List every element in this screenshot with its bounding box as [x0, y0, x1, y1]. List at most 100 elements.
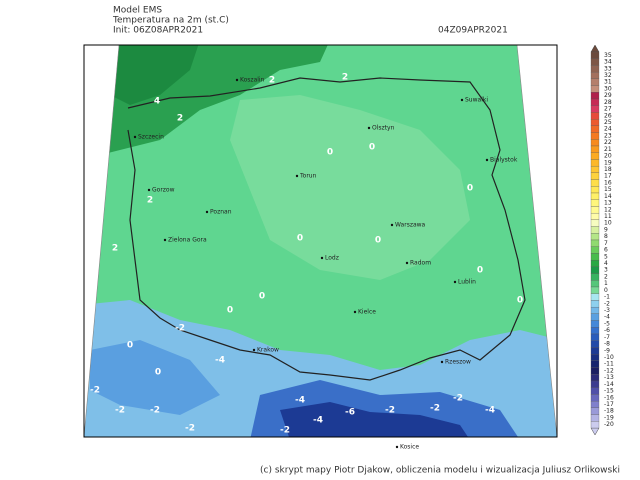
city-dot	[390, 223, 394, 227]
colorbar-box	[590, 300, 600, 308]
colorbar-box	[590, 145, 600, 153]
colorbar-box	[590, 253, 600, 261]
colorbar-box	[590, 380, 600, 388]
colorbar-box	[590, 186, 600, 194]
colorbar-box	[590, 259, 600, 268]
colorbar-box	[590, 367, 600, 375]
colorbar-box	[590, 139, 600, 147]
contour-label: -2	[90, 386, 100, 396]
contour-label: 2	[342, 73, 348, 83]
colorbar-label: -6	[604, 327, 610, 334]
colorbar-box	[590, 340, 600, 348]
city-dot	[252, 348, 256, 352]
colorbar-box	[590, 192, 600, 200]
colorbar-box	[590, 85, 600, 93]
colorbar-label: 12	[604, 206, 612, 213]
city-label: Gorzow	[152, 187, 175, 194]
colorbar-cap-bottom	[590, 427, 600, 436]
colorbar-label: 23	[604, 132, 612, 139]
colorbar-label: 24	[604, 126, 612, 133]
city-dot	[147, 188, 151, 192]
contour-label: 0	[467, 184, 473, 194]
colorbar-box	[590, 400, 600, 409]
contour-label: 0	[327, 148, 333, 158]
colorbar-box	[590, 360, 600, 368]
colorbar-label: -8	[604, 341, 610, 348]
colorbar-label: -19	[604, 414, 614, 421]
contour-label: 0	[155, 368, 161, 378]
colorbar-label: -12	[604, 367, 614, 374]
colorbar-label: 19	[604, 159, 612, 166]
city-dot	[395, 445, 399, 449]
contour-label: 0	[369, 143, 375, 153]
contour-label: 2	[177, 114, 183, 124]
contour-label: -2	[453, 394, 463, 404]
contour-label: -6	[345, 408, 355, 418]
colorbar-label: -1	[604, 294, 610, 301]
city-label: Lodz	[325, 255, 339, 262]
colorbar-label: 10	[604, 220, 612, 227]
city-dot	[485, 158, 489, 162]
colorbar-box	[590, 51, 600, 59]
map	[84, 45, 557, 437]
colorbar-box	[590, 293, 600, 301]
colorbar-label: 32	[604, 72, 612, 79]
colorbar-box	[590, 233, 600, 241]
colorbar-label: -10	[604, 354, 614, 361]
contour-label: 2	[112, 244, 118, 254]
colorbar-label: -20	[604, 421, 614, 428]
contour-label: -2	[175, 324, 185, 334]
colorbar-box	[590, 286, 600, 294]
model-name: Model EMS	[113, 6, 162, 16]
contour-label: 0	[517, 296, 523, 306]
colorbar-cap-top	[590, 44, 600, 53]
colorbar-label: -14	[604, 381, 614, 388]
city-dot	[460, 98, 464, 102]
colorbar-label: 4	[604, 260, 608, 267]
city-label: Torun	[299, 173, 317, 180]
colorbar-box	[590, 280, 600, 288]
colorbar-box	[590, 387, 600, 395]
city-label: Radom	[410, 260, 431, 267]
city-dot	[163, 238, 167, 242]
colorbar-label: 20	[604, 153, 612, 160]
colorbar-box	[590, 246, 600, 254]
colorbar-box	[590, 165, 600, 174]
colorbar-box	[590, 353, 600, 362]
city-dot	[440, 360, 444, 364]
colorbar-box	[590, 132, 600, 140]
colorbar-box	[590, 118, 600, 127]
map-border	[83, 44, 558, 438]
colorbar-box	[590, 71, 600, 80]
contour-label: -2	[185, 424, 195, 434]
city-dot	[133, 135, 137, 139]
colorbar-box	[590, 226, 600, 234]
colorbar-box	[590, 125, 600, 133]
colorbar-label: 22	[604, 139, 612, 146]
contour-label: 0	[297, 234, 303, 244]
contour-label: -4	[485, 406, 495, 416]
colorbar-box	[590, 152, 600, 160]
colorbar-label: 30	[604, 85, 612, 92]
colorbar-box	[590, 212, 600, 221]
credit: (c) skrypt mapy Piotr Djakow, obliczenia…	[260, 466, 620, 476]
colorbar-label: 21	[604, 146, 612, 153]
colorbar-label: -13	[604, 374, 614, 381]
colorbar-label: -18	[604, 408, 614, 415]
contour-label: -4	[215, 356, 225, 366]
colorbar-box	[590, 421, 600, 429]
colorbar-label: 2	[604, 273, 608, 280]
colorbar-box	[590, 159, 600, 167]
city-dot	[320, 256, 324, 260]
colorbar-label: 28	[604, 99, 612, 106]
city-label: Olsztyn	[372, 125, 395, 132]
colorbar-label: 25	[604, 119, 612, 126]
init-time: Init: 06Z08APR2021	[113, 26, 203, 36]
city-label: Suwalki	[465, 97, 488, 104]
variable: Temperatura na 2m (st.C)	[112, 16, 229, 26]
city-label: Krakow	[257, 347, 279, 354]
colorbar-label: -3	[604, 307, 610, 314]
colorbar-label: 15	[604, 186, 612, 193]
colorbar-box	[590, 65, 600, 73]
